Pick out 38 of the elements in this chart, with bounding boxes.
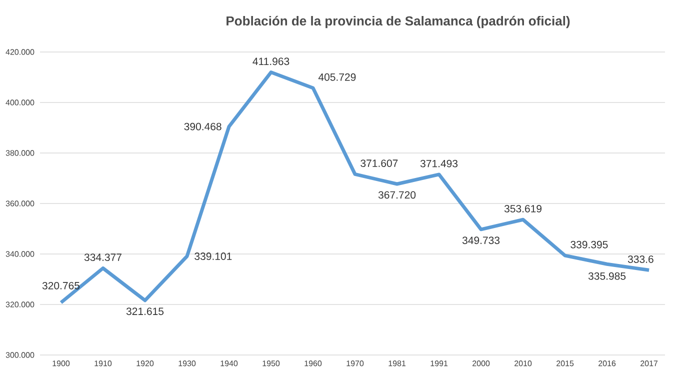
data-label: 333.6 <box>628 256 654 263</box>
data-label: 335.985 <box>588 272 626 280</box>
x-tick-label: 1930 <box>178 360 196 366</box>
y-tick-label: 360.000 <box>6 200 34 206</box>
x-tick-label: 1970 <box>346 360 364 366</box>
data-label: 321.615 <box>126 308 164 316</box>
chart-title: Población de la provincia de Salamanca (padrón oficial) <box>226 16 570 28</box>
y-tick-label: 420.000 <box>6 49 34 55</box>
y-tick-label: 400.000 <box>6 100 34 106</box>
data-label: 371.493 <box>420 160 458 168</box>
data-label: 371.607 <box>360 160 398 167</box>
y-tick-label: 380.000 <box>6 150 34 156</box>
x-tick-label: 2017 <box>640 360 658 366</box>
x-tick-label: 2016 <box>598 360 616 366</box>
data-label: 367.720 <box>378 191 416 199</box>
x-tick-label: 1900 <box>52 360 70 366</box>
data-label: 405.729 <box>318 73 356 81</box>
data-label: 349.733 <box>462 236 500 244</box>
x-tick-label: 2000 <box>472 360 490 366</box>
x-tick-label: 1940 <box>220 360 238 366</box>
data-label: 353.619 <box>504 204 542 212</box>
data-label: 320.765 <box>42 282 80 290</box>
data-label: 339.395 <box>570 240 608 248</box>
x-tick-label: 1910 <box>94 360 112 366</box>
x-tick-label: 1991 <box>430 360 448 366</box>
data-label: 334.377 <box>84 254 122 262</box>
x-tick-label: 1920 <box>136 360 154 366</box>
y-tick-label: 300.000 <box>6 352 34 358</box>
x-tick-label: 1950 <box>262 360 280 366</box>
y-tick-label: 340.000 <box>6 251 34 257</box>
data-label: 390.468 <box>184 122 222 130</box>
data-label: 411.963 <box>252 58 290 66</box>
x-tick-label: 2015 <box>556 360 574 366</box>
x-tick-label: 2010 <box>514 360 532 366</box>
x-tick-label: 1981 <box>388 360 406 366</box>
data-label: 339.101 <box>194 252 232 260</box>
y-tick-label: 320.000 <box>6 302 34 308</box>
x-tick-label: 1960 <box>304 360 322 366</box>
